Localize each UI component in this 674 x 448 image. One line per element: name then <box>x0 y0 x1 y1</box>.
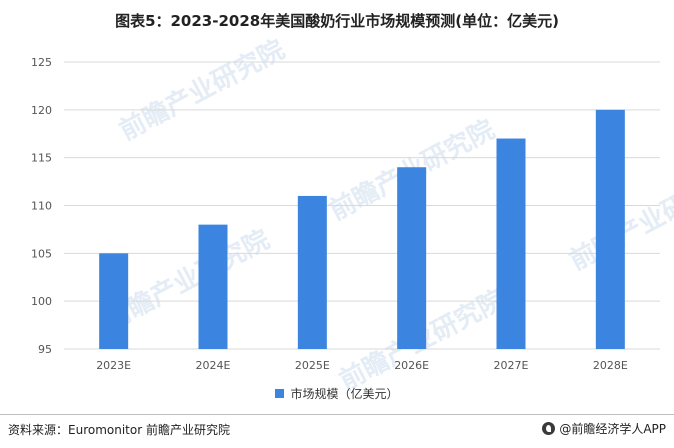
x-tick-label: 2024E <box>196 359 231 372</box>
x-tick-label: 2028E <box>593 359 628 372</box>
y-tick-label: 110 <box>31 200 52 213</box>
x-tick-label: 2027E <box>494 359 529 372</box>
x-tick-label: 2023E <box>96 359 131 372</box>
x-tick-label: 2025E <box>295 359 330 372</box>
bar <box>99 253 129 349</box>
bar <box>297 195 327 349</box>
y-tick-label: 100 <box>31 295 52 308</box>
y-tick-label: 95 <box>38 343 52 356</box>
legend-swatch <box>275 389 285 398</box>
bar <box>496 138 526 349</box>
bar <box>198 224 228 349</box>
bar <box>397 167 427 349</box>
x-tick-label: 2026E <box>394 359 429 372</box>
brand-label: @前瞻经济学人APP <box>559 422 666 436</box>
y-tick-label: 120 <box>31 104 52 117</box>
legend: 市场规模（亿美元） <box>0 385 674 402</box>
bar <box>595 109 625 349</box>
y-tick-label: 115 <box>31 152 52 165</box>
chart-title: 图表5：2023-2028年美国酸奶行业市场规模预测(单位：亿美元) <box>115 12 559 30</box>
y-tick-label: 125 <box>31 56 52 69</box>
brand-logo-icon <box>542 422 556 435</box>
footer-divider <box>0 414 674 415</box>
legend-label: 市场规模（亿美元） <box>290 387 399 401</box>
brand-credit: @前瞻经济学人APP <box>542 420 666 437</box>
source-note: 资料来源：Euromonitor 前瞻产业研究院 <box>8 423 230 437</box>
y-tick-label: 105 <box>31 247 52 260</box>
